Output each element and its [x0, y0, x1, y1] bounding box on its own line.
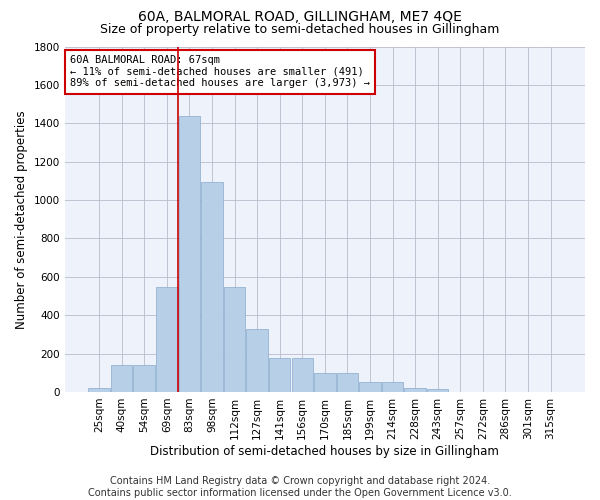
Bar [201, 182, 223, 392]
Bar [111, 365, 133, 392]
Y-axis label: Number of semi-detached properties: Number of semi-detached properties [15, 110, 28, 328]
Bar [314, 373, 335, 392]
Bar [292, 358, 313, 392]
Bar [382, 382, 403, 392]
Bar [133, 365, 155, 392]
Text: 60A, BALMORAL ROAD, GILLINGHAM, ME7 4QE: 60A, BALMORAL ROAD, GILLINGHAM, ME7 4QE [138, 10, 462, 24]
Text: 60A BALMORAL ROAD: 67sqm
← 11% of semi-detached houses are smaller (491)
89% of : 60A BALMORAL ROAD: 67sqm ← 11% of semi-d… [70, 55, 370, 88]
Bar [179, 116, 200, 392]
Text: Contains HM Land Registry data © Crown copyright and database right 2024.
Contai: Contains HM Land Registry data © Crown c… [88, 476, 512, 498]
Bar [88, 388, 110, 392]
Bar [224, 288, 245, 392]
Bar [427, 389, 448, 392]
Text: Size of property relative to semi-detached houses in Gillingham: Size of property relative to semi-detach… [100, 22, 500, 36]
Bar [404, 388, 426, 392]
Bar [359, 382, 381, 392]
Bar [337, 373, 358, 392]
X-axis label: Distribution of semi-detached houses by size in Gillingham: Distribution of semi-detached houses by … [151, 444, 499, 458]
Bar [156, 288, 178, 392]
Bar [247, 328, 268, 392]
Bar [269, 358, 290, 392]
